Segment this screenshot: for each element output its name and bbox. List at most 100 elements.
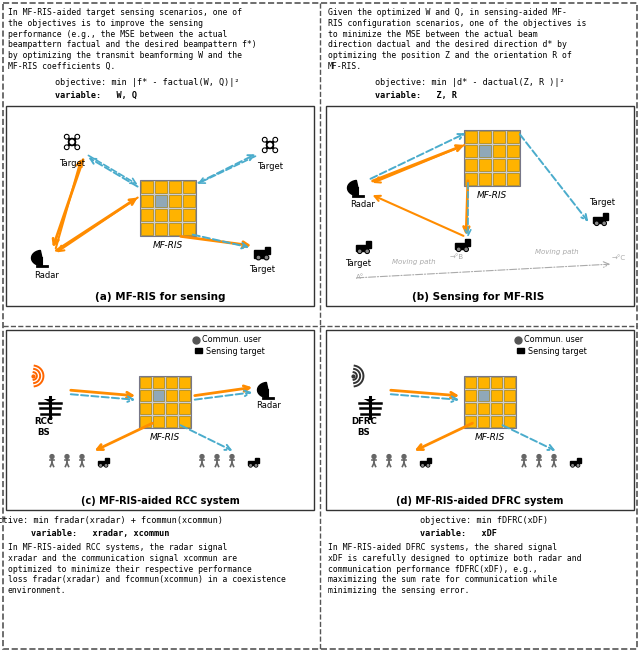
Bar	[326, 106, 634, 306]
Bar	[155, 209, 167, 221]
Circle shape	[99, 464, 102, 467]
Circle shape	[572, 465, 573, 466]
Bar	[465, 131, 477, 143]
Text: objective: min fradar(xradar) + fcommun(xcommun): objective: min fradar(xradar) + fcommun(…	[0, 516, 223, 525]
Bar	[504, 403, 515, 414]
Circle shape	[266, 141, 273, 149]
Circle shape	[262, 148, 267, 153]
Text: Sensing target: Sensing target	[528, 346, 587, 355]
Bar	[491, 377, 502, 388]
Bar	[248, 460, 255, 466]
Polygon shape	[31, 250, 42, 265]
Circle shape	[274, 139, 276, 141]
Circle shape	[422, 465, 423, 466]
Text: MF-RIS: MF-RIS	[153, 241, 183, 250]
Bar	[6, 330, 314, 510]
Circle shape	[256, 256, 260, 259]
Text: Given the optimized W and Q, in sensing-aided MF-: Given the optimized W and Q, in sensing-…	[328, 8, 567, 17]
Text: Commun. user: Commun. user	[202, 336, 261, 344]
Bar	[166, 377, 177, 388]
Bar	[139, 376, 191, 428]
Text: minimizing the sensing error.: minimizing the sensing error.	[328, 586, 469, 595]
Circle shape	[250, 465, 252, 466]
Text: variable:   xradar, xcommun: variable: xradar, xcommun	[31, 529, 169, 538]
Bar	[183, 195, 195, 207]
Bar	[166, 390, 177, 401]
Circle shape	[596, 222, 598, 224]
Bar	[195, 348, 202, 353]
Text: variable:   Z, R: variable: Z, R	[375, 91, 457, 100]
Ellipse shape	[510, 449, 590, 483]
Bar	[454, 243, 465, 249]
Bar	[183, 209, 195, 221]
Text: →°C: →°C	[612, 255, 626, 261]
Circle shape	[76, 136, 78, 138]
Bar	[493, 145, 505, 157]
Text: Radar: Radar	[34, 271, 59, 280]
Text: MF-RIS: MF-RIS	[475, 433, 505, 442]
Text: BS: BS	[358, 428, 371, 437]
Bar	[166, 403, 177, 414]
Circle shape	[100, 465, 101, 466]
Bar	[491, 390, 502, 401]
Circle shape	[66, 136, 68, 138]
Bar	[141, 195, 153, 207]
Circle shape	[75, 145, 79, 149]
Bar	[326, 330, 634, 510]
Bar	[507, 131, 519, 143]
Bar	[254, 250, 265, 258]
Bar	[166, 416, 177, 427]
Bar	[465, 173, 477, 185]
Circle shape	[68, 138, 76, 145]
Bar	[255, 458, 259, 463]
Text: Commun. user: Commun. user	[524, 336, 583, 344]
Circle shape	[458, 248, 460, 250]
Ellipse shape	[360, 449, 440, 483]
Text: environment.: environment.	[8, 586, 67, 595]
Bar	[355, 244, 365, 251]
Text: objective: min |d* - dactual(Z, R )|²: objective: min |d* - dactual(Z, R )|²	[375, 78, 564, 87]
Circle shape	[264, 149, 266, 151]
Text: In MF-RIS-aided DFRC systems, the shared signal: In MF-RIS-aided DFRC systems, the shared…	[328, 543, 557, 552]
Circle shape	[215, 454, 219, 458]
Bar	[169, 223, 181, 235]
Bar	[491, 403, 502, 414]
Bar	[465, 145, 477, 157]
Text: Target: Target	[249, 265, 275, 274]
Circle shape	[595, 221, 599, 226]
Circle shape	[255, 465, 257, 466]
Circle shape	[273, 138, 278, 142]
Text: Radar: Radar	[350, 200, 375, 209]
Bar	[465, 390, 476, 401]
Bar	[153, 416, 164, 427]
Text: Target: Target	[345, 259, 371, 268]
Circle shape	[358, 249, 362, 254]
Bar	[179, 377, 190, 388]
Bar	[507, 145, 519, 157]
Bar	[140, 180, 196, 236]
Text: (a) MF-RIS for sensing: (a) MF-RIS for sensing	[95, 292, 225, 302]
Circle shape	[464, 247, 468, 252]
Bar	[493, 159, 505, 171]
Text: variable:   xDF: variable: xDF	[420, 529, 497, 538]
Polygon shape	[364, 399, 376, 402]
Text: Sensing target: Sensing target	[206, 346, 265, 355]
Bar	[478, 416, 489, 427]
Circle shape	[200, 454, 204, 458]
Bar	[179, 403, 190, 414]
Polygon shape	[348, 181, 358, 196]
Circle shape	[257, 256, 260, 259]
Ellipse shape	[38, 449, 118, 483]
Text: MF-RIS.: MF-RIS.	[328, 62, 362, 71]
Text: to minimize the MSE between the actual beam: to minimize the MSE between the actual b…	[328, 29, 538, 38]
Bar	[179, 416, 190, 427]
Circle shape	[75, 134, 79, 139]
Polygon shape	[44, 399, 56, 402]
Circle shape	[273, 148, 278, 153]
Circle shape	[268, 143, 272, 147]
Circle shape	[465, 248, 467, 250]
Text: beampattern factual and the desired beampattern f*): beampattern factual and the desired beam…	[8, 40, 257, 50]
Text: performance (e.g., the MSE between the actual: performance (e.g., the MSE between the a…	[8, 29, 227, 38]
Circle shape	[66, 146, 68, 149]
Bar	[507, 159, 519, 171]
